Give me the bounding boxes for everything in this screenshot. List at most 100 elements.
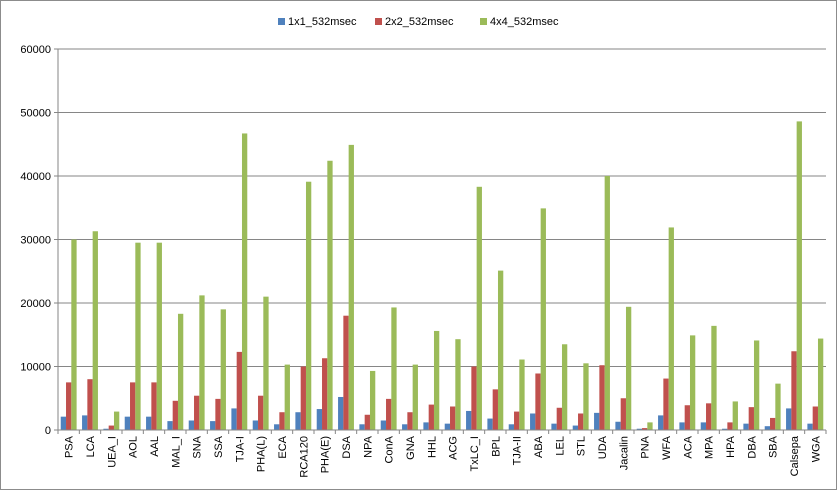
bar-1x1_532msec-DBA — [743, 423, 749, 430]
legend-label: 2x2_532msec — [385, 16, 454, 28]
y-tick-label: 30000 — [20, 235, 51, 247]
bar-2x2_532msec-RCA120 — [300, 366, 306, 430]
bar-4x4_532msec-SSA — [220, 309, 226, 430]
bars — [60, 121, 824, 431]
bar-2x2_532msec-PHA(L) — [258, 395, 264, 430]
legend-swatch — [375, 18, 382, 25]
bar-1x1_532msec-Calsepa — [786, 408, 792, 430]
bar-1x1_532msec-GNA — [402, 424, 408, 430]
bar-1x1_532msec-SBA — [764, 426, 771, 430]
y-tick-labels: 0 10000 20000 30000 40000 50000 60000 — [20, 44, 51, 437]
bar-2x2_532msec-WFA — [663, 378, 669, 430]
x-tick-label: GNA — [405, 435, 417, 460]
gridlines — [54, 48, 827, 434]
bar-4x4_532msec-Calsepa — [796, 121, 802, 430]
bar-2x2_532msec-LCA — [87, 379, 93, 430]
bar-2x2_532msec-TJA-II — [514, 411, 520, 430]
x-tick-label: DSA — [341, 435, 353, 458]
bar-4x4_532msec-NPA — [369, 370, 376, 430]
x-tick-label: AOL — [128, 436, 140, 458]
bar-1x1_532msec-Jacalin — [615, 421, 621, 430]
legend-swatch — [480, 18, 487, 25]
bar-4x4_532msec-BPL — [497, 270, 504, 430]
bar-1x1_532msec-HPA — [722, 428, 728, 430]
bar-2x2_532msec-TJA-I — [236, 351, 242, 430]
x-tick-label: ACA — [682, 435, 694, 458]
bar-1x1_532msec-WGA — [807, 423, 813, 430]
bar-1x1_532msec-AOL — [124, 416, 131, 430]
bar-4x4_532msec-ABA — [540, 208, 546, 430]
x-tick-label: Calsepa — [789, 435, 801, 476]
x-tick-label: PSA — [64, 435, 76, 458]
x-tick-label: ABA — [533, 435, 545, 458]
bar-4x4_532msec-MAL_I — [177, 313, 184, 430]
bar-2x2_532msec-AAL — [151, 382, 157, 431]
bar-1x1_532msec-TxLC_I — [466, 410, 472, 430]
y-tick-label: 50000 — [20, 108, 51, 120]
bar-4x4_532msec-AOL — [135, 242, 141, 430]
x-tick-label: RCA120 — [298, 436, 310, 478]
y-tick-label: 40000 — [20, 171, 51, 183]
bar-4x4_532msec-TJA-II — [519, 359, 525, 430]
bar-2x2_532msec-SSA — [215, 398, 221, 430]
bar-2x2_532msec-MAL_I — [172, 400, 178, 430]
x-tick-label: PHA(L) — [256, 436, 268, 472]
x-tick-label: NPA — [362, 435, 374, 457]
x-tick-label: LCA — [85, 435, 97, 457]
bar-4x4_532msec-ConA — [391, 307, 397, 430]
x-tick-label: LEL — [554, 436, 566, 456]
y-tick-label: 0 — [45, 425, 51, 437]
bar-1x1_532msec-ACG — [444, 423, 451, 430]
bar-1x1_532msec-AAL — [146, 416, 152, 430]
bar-4x4_532msec-GNA — [412, 364, 418, 430]
bar-2x2_532msec-AOL — [130, 382, 136, 431]
bar-2x2_532msec-BPL — [492, 389, 498, 430]
x-tick-label: HPA — [725, 435, 737, 457]
legend-swatch — [278, 18, 285, 25]
x-tick-labels: PSA LCA UEA_I AOL AAL MAL_I SNA SSA TJA-I PHA(L) E… — [64, 435, 823, 477]
x-tick-label: TxLC_I — [469, 436, 481, 471]
bar-1x1_532msec-UEA_I — [103, 428, 109, 430]
bar-4x4_532msec-SNA — [199, 295, 205, 430]
bar-1x1_532msec-SSA — [210, 421, 216, 430]
bar-4x4_532msec-HPA — [732, 401, 738, 430]
bar-4x4_532msec-PSA — [71, 239, 77, 430]
legend: 1x1_532msec 2x2_532msec 4x4_532msec — [278, 16, 559, 28]
bar-2x2_532msec-Calsepa — [791, 351, 797, 430]
bar-2x2_532msec-ECA — [279, 412, 285, 430]
y-tick-label: 20000 — [20, 298, 51, 310]
bar-1x1_532msec-PNA — [636, 428, 643, 430]
bar-2x2_532msec-MPA — [706, 403, 712, 430]
bar-1x1_532msec-NPA — [359, 424, 365, 430]
bar-1x1_532msec-TJA-II — [508, 424, 515, 430]
x-tick-label: Jacalin — [618, 436, 630, 470]
bar-1x1_532msec-MAL_I — [167, 421, 173, 430]
bar-4x4_532msec-MPA — [711, 325, 717, 430]
legend-label: 1x1_532msec — [288, 16, 357, 28]
bar-4x4_532msec-PNA — [647, 422, 653, 430]
bar-4x4_532msec-LCA — [92, 231, 98, 430]
bar-4x4_532msec-LEL — [561, 344, 568, 430]
bar-2x2_532msec-PNA — [642, 428, 648, 430]
bar-2x2_532msec-PSA — [66, 382, 72, 431]
x-tick-label: UEA_I — [106, 436, 118, 468]
bar-1x1_532msec-RCA120 — [295, 412, 301, 430]
bar-2x2_532msec-PHA(E) — [322, 358, 328, 430]
x-tick-label: MAL_I — [170, 436, 182, 468]
bar-1x1_532msec-ABA — [530, 413, 536, 430]
bar-2x2_532msec-SNA — [194, 395, 200, 430]
bar-1x1_532msec-DSA — [338, 396, 344, 430]
x-tick-label: HHL — [426, 436, 438, 458]
bar-4x4_532msec-UDA — [604, 176, 610, 430]
x-tick-label: AAL — [149, 436, 161, 457]
bar-2x2_532msec-SBA — [770, 417, 776, 430]
bar-1x1_532msec-LEL — [551, 423, 557, 430]
x-tick-label: PHA(E) — [320, 436, 332, 473]
bar-2x2_532msec-ConA — [386, 398, 392, 430]
x-tick-label: TJA-II — [512, 436, 524, 465]
bar-1x1_532msec-PHA(L) — [252, 420, 259, 430]
bar-1x1_532msec-ECA — [274, 424, 280, 430]
bar-2x2_532msec-ACA — [684, 405, 690, 430]
bar-4x4_532msec-WFA — [668, 227, 674, 430]
